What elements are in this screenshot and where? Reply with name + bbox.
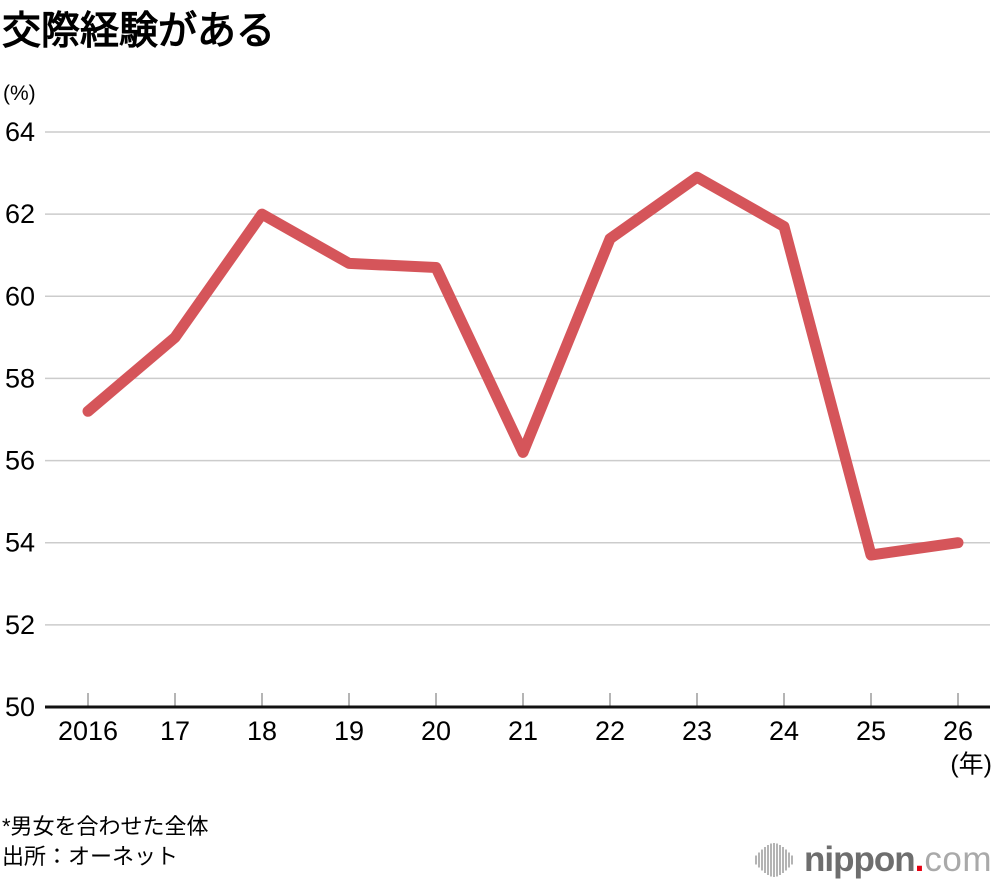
line-chart: 50 52 54 56 58 60 62 64 2016 17 18 19 20 21 22 23 24 25 26… — [5, 117, 992, 779]
x-axis-unit-label: (年) — [950, 751, 992, 779]
logo-brand-text: nippon — [804, 840, 916, 879]
y-axis-tick-label: 60 — [5, 281, 35, 311]
y-axis-unit-label: (%) — [3, 82, 36, 105]
logo-tld-text: com — [924, 840, 992, 879]
x-axis-tick-label: 23 — [682, 716, 712, 746]
nippon-logo-text: nippon.com — [804, 840, 992, 880]
x-axis-tick-label: 26 — [943, 716, 973, 746]
y-axis-tick-label: 58 — [5, 363, 35, 393]
x-axis-tick-label: 17 — [160, 716, 190, 746]
source-text: 出所：オーネット — [2, 844, 179, 869]
y-axis-tick-label: 54 — [5, 528, 35, 558]
x-axis-tick-label: 24 — [769, 716, 799, 746]
data-line — [82, 171, 964, 561]
x-axis-tick-label: 25 — [856, 716, 886, 746]
y-axis-tick-label: 50 — [5, 692, 35, 722]
nippon-logo: nippon.com — [755, 838, 992, 882]
chart-notes: *男女を合わせた全体 出所：オーネット — [2, 812, 209, 872]
y-axis-tick-label: 62 — [5, 199, 35, 229]
y-axis-tick-label: 56 — [5, 446, 35, 476]
x-axis-tick-label: 22 — [595, 716, 625, 746]
y-axis-tick-label: 64 — [5, 117, 35, 147]
footnote-text: *男女を合わせた全体 — [2, 814, 209, 839]
x-axis-tick-label: 21 — [508, 716, 538, 746]
x-axis-tick-label: 18 — [247, 716, 277, 746]
x-axis-tick-label: 20 — [421, 716, 451, 746]
x-axis-tick-label: 19 — [334, 716, 364, 746]
chart-title: 交際経験がある — [2, 10, 276, 53]
logo-dot: . — [914, 840, 925, 879]
y-axis-tick-label: 52 — [5, 610, 35, 640]
x-axis-tick-label: 2016 — [58, 716, 118, 746]
soundwave-icon — [755, 843, 794, 877]
